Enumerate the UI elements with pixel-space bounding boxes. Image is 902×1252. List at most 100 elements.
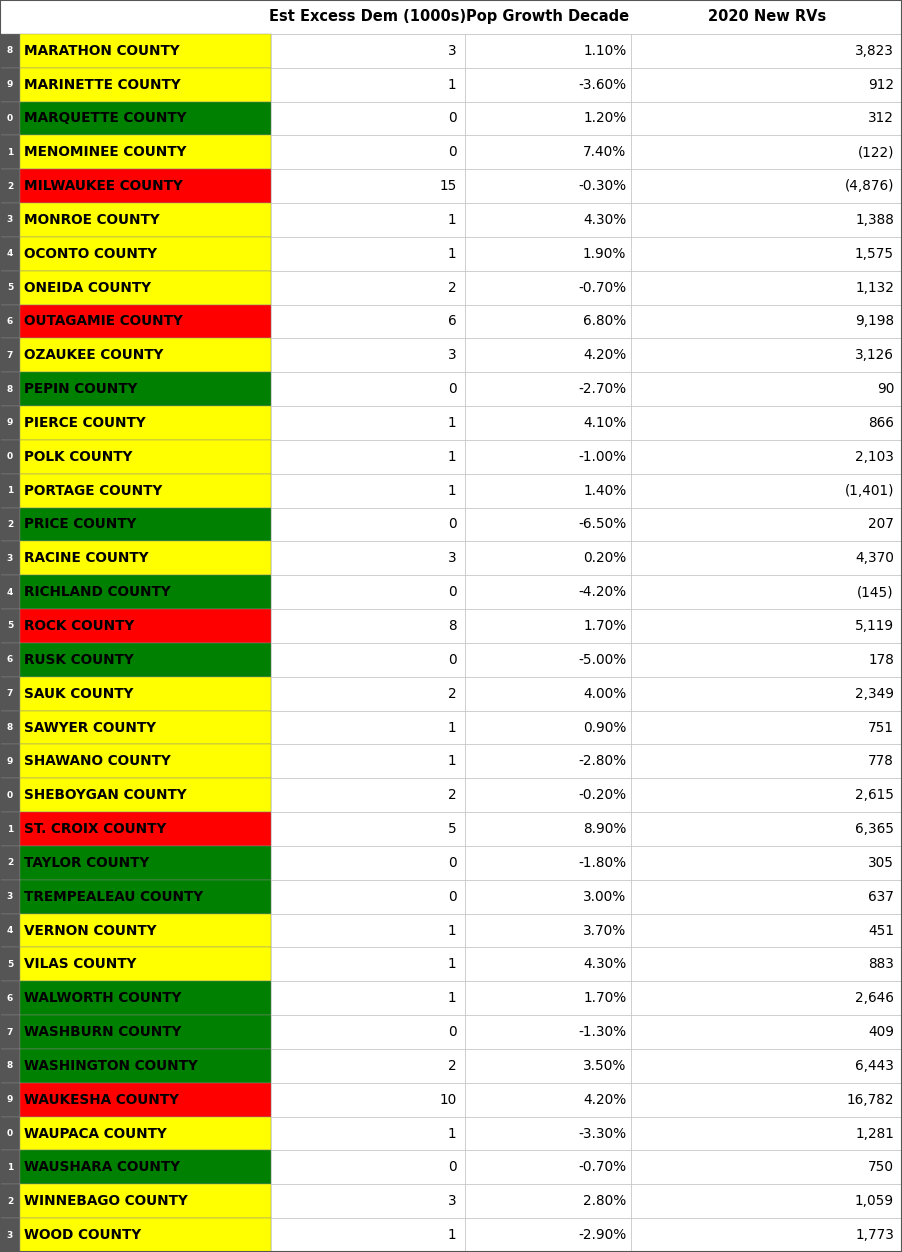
Bar bbox=[465, 304, 631, 338]
Text: 0: 0 bbox=[448, 111, 456, 125]
Text: OZAUKEE COUNTY: OZAUKEE COUNTY bbox=[23, 348, 163, 362]
Text: 1: 1 bbox=[7, 825, 13, 834]
Text: 1: 1 bbox=[448, 924, 456, 938]
Bar bbox=[0, 203, 20, 237]
Bar bbox=[20, 439, 271, 473]
Text: 1.70%: 1.70% bbox=[584, 992, 626, 1005]
Text: TREMPEALEAU COUNTY: TREMPEALEAU COUNTY bbox=[23, 890, 203, 904]
Bar bbox=[0, 237, 20, 270]
Text: -4.20%: -4.20% bbox=[578, 585, 626, 600]
Text: ROCK COUNTY: ROCK COUNTY bbox=[23, 618, 134, 634]
Text: 2: 2 bbox=[448, 789, 456, 803]
Text: 3,823: 3,823 bbox=[855, 44, 894, 58]
Bar bbox=[631, 169, 902, 203]
Text: -0.70%: -0.70% bbox=[578, 1161, 626, 1174]
Bar bbox=[271, 507, 465, 541]
Bar bbox=[271, 203, 465, 237]
Bar bbox=[465, 406, 631, 439]
Bar bbox=[631, 135, 902, 169]
Bar bbox=[0, 338, 20, 372]
Bar bbox=[465, 608, 631, 644]
Text: SHEBOYGAN COUNTY: SHEBOYGAN COUNTY bbox=[23, 789, 187, 803]
Bar bbox=[631, 372, 902, 406]
Text: 3: 3 bbox=[448, 348, 456, 362]
Text: MILWAUKEE COUNTY: MILWAUKEE COUNTY bbox=[23, 179, 182, 193]
Text: RUSK COUNTY: RUSK COUNTY bbox=[23, 652, 133, 667]
Bar bbox=[631, 1184, 902, 1218]
Bar bbox=[631, 1015, 902, 1049]
Text: 0: 0 bbox=[448, 517, 456, 532]
Bar bbox=[271, 745, 465, 779]
Bar bbox=[465, 1117, 631, 1151]
Text: 7: 7 bbox=[6, 351, 14, 359]
Text: 5: 5 bbox=[7, 960, 13, 969]
Bar bbox=[20, 473, 271, 507]
Bar bbox=[465, 270, 631, 304]
Text: 3: 3 bbox=[7, 553, 13, 563]
Bar bbox=[631, 101, 902, 135]
Text: VILAS COUNTY: VILAS COUNTY bbox=[23, 958, 136, 972]
Text: WASHINGTON COUNTY: WASHINGTON COUNTY bbox=[23, 1059, 198, 1073]
Bar bbox=[271, 34, 465, 68]
Text: 3.50%: 3.50% bbox=[583, 1059, 626, 1073]
Bar bbox=[465, 338, 631, 372]
Text: 0: 0 bbox=[7, 791, 13, 800]
Text: PIERCE COUNTY: PIERCE COUNTY bbox=[23, 416, 145, 429]
Bar bbox=[271, 813, 465, 846]
Text: 6: 6 bbox=[448, 314, 456, 328]
Bar bbox=[20, 575, 271, 608]
Text: -2.70%: -2.70% bbox=[578, 382, 626, 396]
Bar bbox=[20, 1049, 271, 1083]
Text: WAUPACA COUNTY: WAUPACA COUNTY bbox=[23, 1127, 167, 1141]
Bar bbox=[465, 34, 631, 68]
Bar bbox=[20, 541, 271, 575]
Text: 2: 2 bbox=[448, 1059, 456, 1073]
Bar bbox=[0, 914, 20, 948]
Text: 1: 1 bbox=[448, 213, 456, 227]
Bar bbox=[20, 34, 271, 68]
Text: 207: 207 bbox=[868, 517, 894, 532]
Bar bbox=[0, 270, 20, 304]
Bar bbox=[271, 101, 465, 135]
Text: WAUSHARA COUNTY: WAUSHARA COUNTY bbox=[23, 1161, 179, 1174]
Text: MONROE COUNTY: MONROE COUNTY bbox=[23, 213, 160, 227]
Bar bbox=[20, 1151, 271, 1184]
Bar bbox=[631, 439, 902, 473]
Text: 2,103: 2,103 bbox=[855, 449, 894, 463]
Text: 0: 0 bbox=[448, 382, 456, 396]
Text: 4.20%: 4.20% bbox=[584, 348, 626, 362]
Bar bbox=[631, 304, 902, 338]
Bar bbox=[271, 135, 465, 169]
Bar bbox=[0, 779, 20, 813]
Text: 5,119: 5,119 bbox=[855, 618, 894, 634]
Bar bbox=[271, 914, 465, 948]
Bar bbox=[465, 68, 631, 101]
Bar bbox=[271, 1184, 465, 1218]
Bar bbox=[631, 1049, 902, 1083]
Bar bbox=[20, 507, 271, 541]
Bar bbox=[20, 711, 271, 745]
Bar bbox=[631, 1083, 902, 1117]
Text: WOOD COUNTY: WOOD COUNTY bbox=[23, 1228, 141, 1242]
Bar bbox=[20, 1184, 271, 1218]
Bar bbox=[20, 372, 271, 406]
Bar bbox=[271, 338, 465, 372]
Text: 312: 312 bbox=[868, 111, 894, 125]
Bar bbox=[20, 779, 271, 813]
Text: 3.70%: 3.70% bbox=[584, 924, 626, 938]
Bar bbox=[465, 982, 631, 1015]
Text: 3: 3 bbox=[448, 44, 456, 58]
Text: RICHLAND COUNTY: RICHLAND COUNTY bbox=[23, 585, 170, 600]
Text: 4.20%: 4.20% bbox=[584, 1093, 626, 1107]
Bar bbox=[0, 101, 20, 135]
Text: 0: 0 bbox=[448, 856, 456, 870]
Bar bbox=[271, 439, 465, 473]
Bar bbox=[465, 880, 631, 914]
Text: -0.70%: -0.70% bbox=[578, 280, 626, 294]
Bar bbox=[631, 677, 902, 711]
Bar bbox=[631, 813, 902, 846]
Bar bbox=[271, 473, 465, 507]
Bar bbox=[0, 813, 20, 846]
Text: 1: 1 bbox=[448, 483, 456, 497]
Bar bbox=[631, 270, 902, 304]
